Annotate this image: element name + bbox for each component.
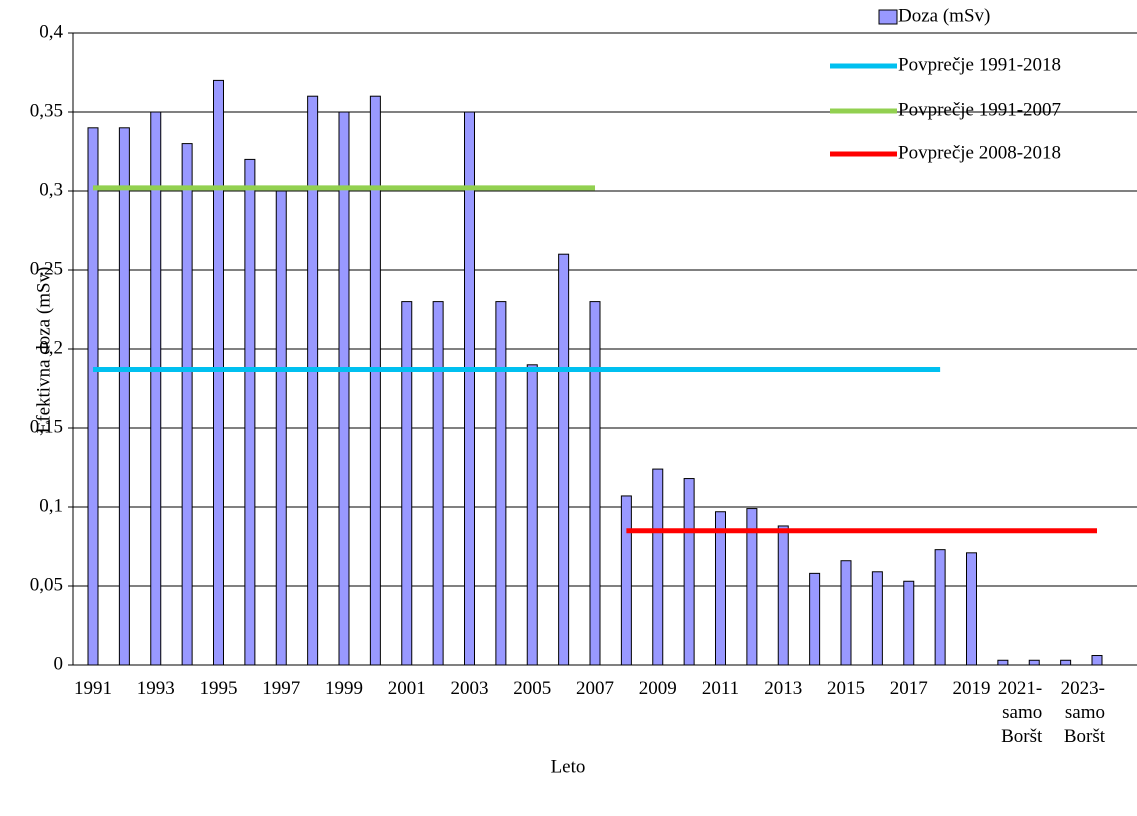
y-tick-label: 0,2 — [39, 337, 63, 358]
y-tick-label: 0,3 — [39, 179, 63, 200]
bar — [1060, 659, 1072, 666]
x-tick-label: 1995 — [199, 678, 238, 699]
bar — [966, 552, 977, 666]
x-tick-label: 1991 — [74, 678, 112, 699]
bar — [871, 571, 883, 666]
bar — [432, 301, 444, 666]
y-tick-label: 0 — [54, 653, 64, 674]
legend-label: Povprečje 1991-2018 — [898, 54, 1061, 75]
bar — [809, 572, 821, 666]
legend-label: Povprečje 1991-2007 — [898, 99, 1061, 120]
bar — [213, 79, 224, 666]
bar — [997, 659, 1009, 666]
x-tick-label: 2003 — [450, 678, 489, 699]
bar — [1028, 659, 1040, 666]
x-tick-label: 2001 — [387, 678, 426, 699]
bar — [338, 111, 350, 666]
bar — [934, 549, 946, 666]
x-tick-label: 2019 — [952, 678, 991, 699]
x-tick-label: 2015 — [827, 678, 865, 699]
grid — [73, 32, 1137, 666]
bar — [401, 301, 413, 666]
x-tick-label: 2013 — [764, 678, 803, 699]
x-tick-label: 2007 — [576, 678, 614, 699]
y-tick-label: 0,4 — [39, 21, 63, 42]
bar — [777, 525, 789, 666]
bar — [652, 468, 664, 666]
bar — [683, 478, 695, 666]
bar — [369, 95, 381, 666]
bar — [558, 253, 570, 666]
bar — [244, 158, 256, 666]
x-tick-label: 2021-samo Boršt — [997, 678, 1043, 747]
bar — [589, 301, 601, 666]
bar — [150, 111, 162, 666]
y-tick-label: 0,25 — [30, 258, 63, 279]
bar — [715, 511, 726, 666]
y-tick-label: 0,15 — [30, 416, 63, 437]
bar — [526, 364, 538, 666]
bar — [87, 127, 99, 666]
bar — [840, 560, 852, 666]
x-tick-label: 1993 — [136, 678, 175, 699]
bar — [620, 495, 632, 666]
bar — [118, 127, 130, 666]
x-tick-label: 2005 — [513, 678, 552, 699]
legend-swatch — [878, 9, 898, 25]
bar — [181, 143, 193, 666]
x-tick-label: 2011 — [701, 678, 740, 699]
bar — [495, 301, 507, 666]
y-tick-label: 0,05 — [30, 574, 63, 595]
bar — [307, 95, 319, 666]
legend-label: Doza (mSv) — [898, 5, 990, 26]
y-tick-label: 0,35 — [30, 100, 63, 121]
bar — [275, 190, 287, 666]
x-tick-label: 1997 — [262, 678, 301, 699]
legend: Doza (mSv) Povprečje 1991-2018 Povprečje 1… — [830, 5, 1061, 163]
x-tick-label: 1999 — [325, 678, 363, 699]
bar — [903, 580, 915, 666]
y-tick-label: 0,1 — [39, 495, 63, 516]
x-tick-label: 2023-samo Boršt — [1060, 678, 1105, 747]
x-tick-label: 2017 — [889, 678, 928, 699]
legend-label: Povprečje 2008-2018 — [898, 142, 1061, 163]
x-axis-title: Leto — [551, 756, 586, 777]
y-axis-title: Efektivna doza (mSv) — [33, 267, 54, 434]
bar — [464, 111, 475, 666]
x-tick-label: 2009 — [638, 678, 677, 699]
bar — [1091, 655, 1103, 666]
